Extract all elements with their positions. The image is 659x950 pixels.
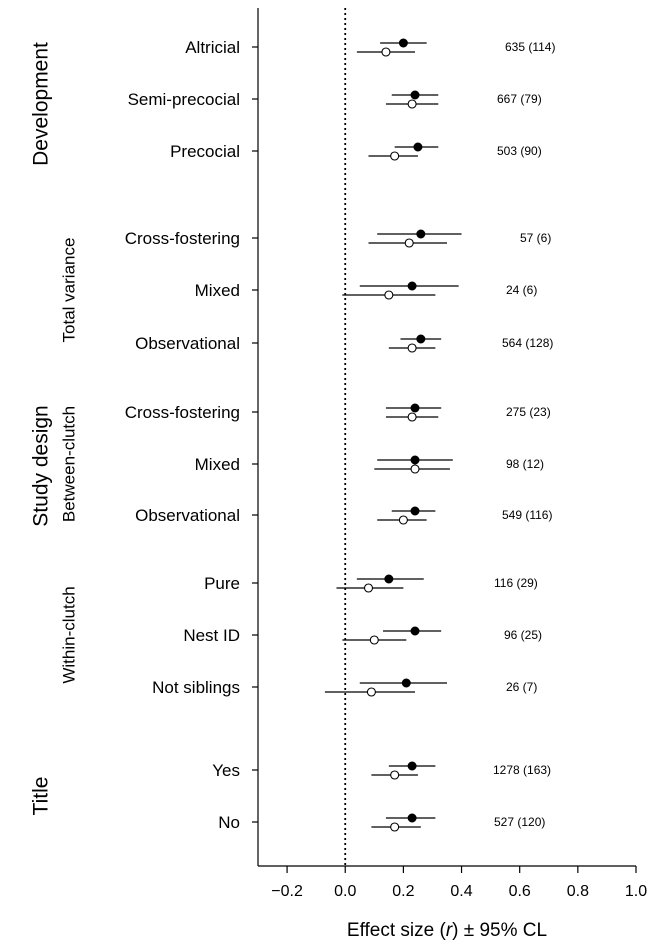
sample-size-label: 564 (128) — [502, 336, 553, 350]
point-open — [398, 515, 408, 525]
sample-size-label: 1278 (163) — [493, 763, 551, 777]
data-row: 96 (25) — [342, 626, 542, 645]
point-filled — [416, 334, 426, 344]
point-open — [390, 822, 400, 832]
point-filled — [407, 761, 417, 771]
point-open — [366, 687, 376, 697]
point-filled — [410, 455, 420, 465]
point-filled — [410, 506, 420, 516]
category-label: Nest ID — [183, 626, 240, 645]
sample-size-label: 667 (79) — [497, 92, 542, 106]
group-label: Development — [30, 42, 53, 166]
point-filled — [416, 229, 426, 239]
data-rows: 635 (114) 667 (79) 503 (90) 57 (6) 24 (6) 564… — [324, 38, 555, 832]
category-label: Observational — [135, 334, 240, 353]
group-label: Title — [30, 777, 53, 816]
category-label: Not siblings — [152, 678, 240, 697]
x-tick-label: 0.6 — [509, 883, 531, 900]
sample-size-label: 116 (29) — [494, 576, 538, 590]
point-filled — [401, 678, 411, 688]
point-open — [407, 343, 417, 353]
x-tick-label: −0.2 — [271, 883, 303, 900]
data-row: 549 (116) — [377, 506, 552, 525]
point-filled — [407, 281, 417, 291]
x-tick-label: 0.0 — [334, 883, 356, 900]
category-labels: Altricial Semi-precocial Precocial Cross-fo… — [125, 38, 240, 832]
data-row: 57 (6) — [368, 229, 551, 248]
sample-size-label: 275 (23) — [506, 405, 551, 419]
data-row: 116 (29) — [336, 574, 538, 593]
category-label: Mixed — [195, 281, 240, 300]
sample-size-label: 549 (116) — [502, 508, 552, 522]
x-axis: −0.2 0.0 0.2 0.4 0.6 0.8 1.0 Effect size (r) ± … — [271, 866, 647, 941]
data-row: 98 (12) — [374, 455, 544, 474]
x-tick-label: 0.8 — [567, 883, 589, 900]
subgroup-label: Total variance — [59, 238, 78, 343]
sample-size-label: 57 (6) — [520, 231, 551, 245]
sample-size-label: 98 (12) — [506, 457, 544, 471]
data-row: 26 (7) — [324, 678, 537, 697]
category-label: Altricial — [185, 38, 240, 57]
point-filled — [407, 813, 417, 823]
point-open — [407, 99, 417, 109]
sample-size-label: 527 (120) — [494, 815, 545, 829]
point-open — [369, 635, 379, 645]
data-row: 1278 (163) — [371, 761, 551, 780]
point-filled — [410, 626, 420, 636]
data-row: 275 (23) — [385, 403, 551, 422]
point-open — [410, 464, 420, 474]
category-label: Pure — [204, 574, 240, 593]
data-row: 24 (6) — [342, 281, 537, 300]
point-filled — [410, 90, 420, 100]
point-open — [363, 583, 374, 593]
data-row: 564 (128) — [388, 334, 553, 353]
subgroup-label: Within-clutch — [59, 586, 78, 683]
category-label: Yes — [212, 761, 240, 780]
data-row: 667 (79) — [385, 90, 542, 109]
x-tick-label: 1.0 — [625, 883, 647, 900]
point-open — [390, 770, 400, 780]
category-label: Cross-fostering — [125, 403, 240, 422]
point-filled — [384, 574, 394, 584]
x-tick-label: 0.4 — [450, 883, 472, 900]
sample-size-label: 26 (7) — [506, 680, 537, 694]
point-open — [407, 412, 417, 422]
subgroup-label: Between-clutch — [59, 406, 78, 522]
point-open — [384, 290, 394, 300]
point-open — [404, 238, 414, 248]
point-open — [381, 47, 391, 57]
x-tick-label: 0.2 — [392, 883, 414, 900]
sample-size-label: 96 (25) — [504, 628, 542, 642]
data-row: 503 (90) — [368, 142, 542, 161]
group-labels: Development Study design Title Total varian… — [30, 42, 79, 815]
sample-size-label: 503 (90) — [497, 144, 542, 158]
x-axis-title: Effect size (r) ± 95% CL — [347, 920, 547, 941]
category-label: Precocial — [170, 142, 240, 161]
point-filled — [398, 38, 408, 48]
category-label: Observational — [135, 506, 240, 525]
category-label: Mixed — [195, 455, 240, 474]
sample-size-label: 635 (114) — [505, 40, 555, 54]
point-filled — [413, 142, 423, 152]
data-row: 527 (120) — [371, 813, 545, 832]
point-open — [390, 151, 400, 161]
point-filled — [410, 403, 420, 413]
category-label: Semi-precocial — [128, 90, 240, 109]
group-label: Study design — [30, 405, 53, 526]
sample-size-label: 24 (6) — [506, 283, 537, 297]
category-label: Cross-fostering — [125, 229, 240, 248]
axes — [252, 8, 636, 867]
data-row: 635 (114) — [356, 38, 555, 57]
category-label: No — [218, 813, 240, 832]
